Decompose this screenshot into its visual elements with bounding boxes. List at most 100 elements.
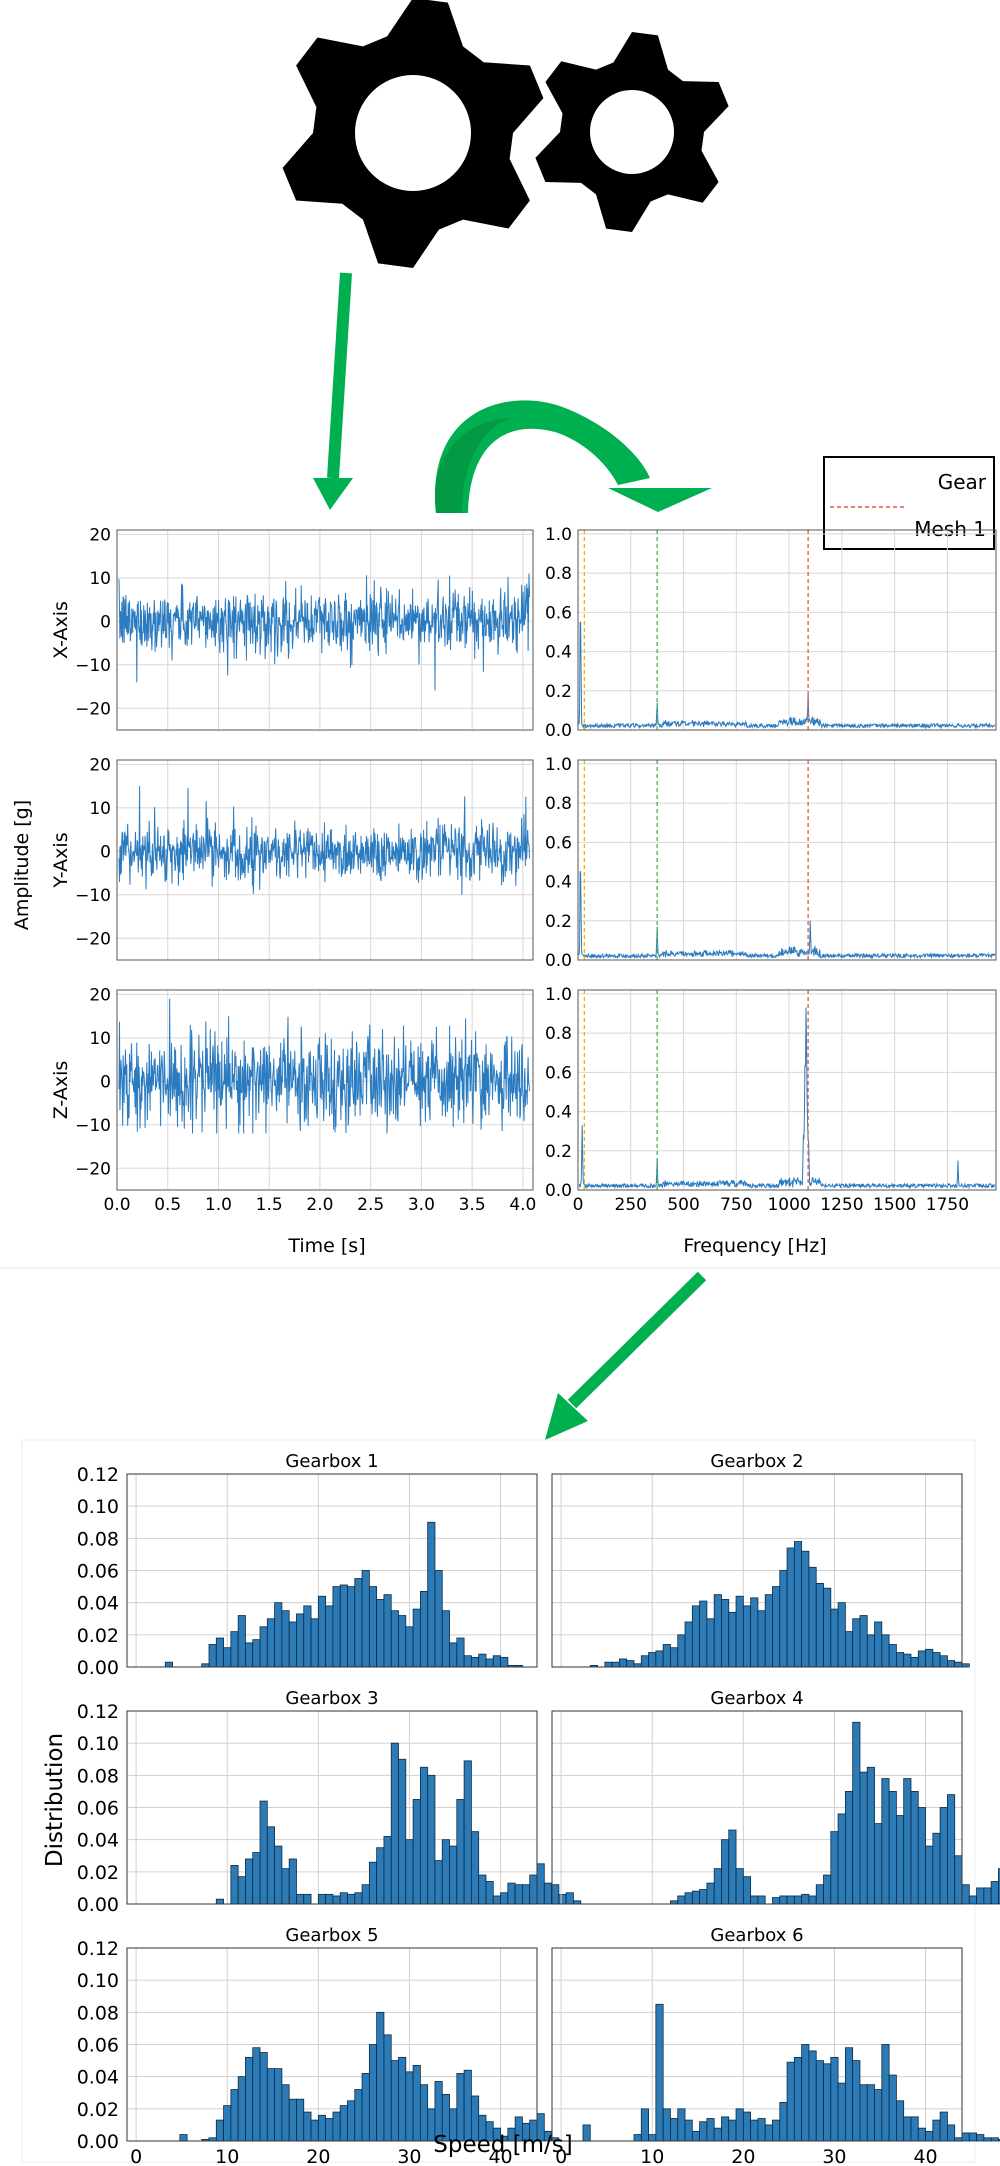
histogram-bar: [932, 1832, 941, 1905]
histogram-bar: [478, 1874, 487, 1905]
histogram-bar: [383, 2034, 392, 2142]
y-tick-label: 0.4: [545, 643, 572, 663]
histogram-bar: [252, 1639, 261, 1668]
y-tick-label: 0.04: [77, 1830, 119, 1852]
histogram-bar: [684, 1621, 693, 1668]
histogram-bar: [611, 1661, 620, 1668]
histogram-bar: [735, 1595, 744, 1668]
histogram-bar: [500, 1892, 509, 1905]
y-tick-label: −20: [75, 1159, 111, 1179]
histogram-bar: [325, 1605, 334, 1668]
histogram-bar: [237, 1615, 246, 1668]
histogram-bar: [376, 1847, 385, 1905]
histogram-bar: [662, 2108, 671, 2142]
histogram-bar: [398, 1758, 407, 1905]
histogram-bar: [888, 2074, 897, 2142]
histogram-bar: [215, 1637, 224, 1668]
histogram-bar: [910, 1791, 919, 1905]
time-panel: 0.0 0.5 1.0 1.5 2.0 2.5 3.0 3.5 4.0 20 10 0 −10 −20 Z-…: [50, 985, 536, 1215]
histogram-bar: [742, 1876, 752, 1905]
x-tick-label: 750: [720, 1195, 752, 1215]
arrow-icon: [545, 1271, 707, 1440]
channel-label: Z-Axis: [50, 1061, 72, 1120]
histogram-bar: [354, 1892, 363, 1905]
histogram-bar: [361, 1884, 370, 1905]
histogram-bar: [910, 2116, 919, 2142]
freq-xlabel: Frequency [Hz]: [683, 1235, 826, 1257]
histogram-bar: [347, 1586, 356, 1668]
histogram-bar: [844, 1791, 854, 1905]
histogram-bar: [478, 1653, 487, 1668]
histogram-bar: [339, 2105, 348, 2142]
legend: Gear Mesh 1: [823, 456, 995, 550]
histogram-bar: [208, 1644, 217, 1668]
histogram-bar: [677, 2108, 686, 2142]
channel-label: X-Axis: [50, 601, 72, 659]
y-tick-label: 20: [89, 525, 111, 545]
histogram-bar: [917, 2127, 926, 2142]
histogram-bar: [874, 2089, 883, 2142]
y-tick-label: 0.6: [545, 603, 572, 623]
histogram-bar: [917, 1650, 926, 1668]
frequency-panel: 1.0 0.8 0.6 0.4 0.2 0.0: [545, 755, 997, 971]
histogram-bar: [662, 1644, 671, 1668]
histogram-bar: [735, 2108, 744, 2142]
histogram-bar: [463, 1760, 472, 1905]
histogram-bar: [648, 2134, 657, 2142]
histogram-bar: [626, 1660, 635, 1668]
histogram-bar: [485, 1881, 494, 1905]
histogram-bar: [259, 2052, 268, 2142]
histogram-bar: [742, 2111, 752, 2142]
histogram-bar: [427, 1774, 436, 1905]
channel-label: Y-Axis: [50, 832, 72, 888]
histogram-bar: [961, 2132, 970, 2142]
histogram-bar: [874, 1621, 883, 1668]
x-tick-label: 0.0: [103, 1195, 130, 1215]
histogram-bar: [332, 1586, 341, 1668]
histogram-bar: [808, 1566, 817, 1668]
histogram-bar: [786, 2061, 795, 2142]
histogram-bar: [296, 1893, 305, 1905]
histogram-bar: [677, 1634, 686, 1668]
y-tick-label: 0.08: [77, 1765, 119, 1787]
histogram-bar: [215, 2119, 224, 2142]
histogram-bar: [558, 1893, 567, 1905]
x-tick-label: 250: [615, 1195, 647, 1215]
histogram-bar: [252, 1852, 261, 1905]
y-tick-label: 1.0: [545, 985, 572, 1005]
y-tick-label: 0.00: [77, 2131, 119, 2153]
x-tick-label: 1500: [873, 1195, 916, 1215]
plot-frame: [577, 989, 997, 1191]
x-tick-label: 2.5: [357, 1195, 384, 1215]
histogram-panels: 0.12 0.10 0.08 0.06 0.04 0.02 0.00 Gearbox 1 Gea…: [77, 1451, 1000, 2166]
histogram-bar: [793, 1541, 803, 1668]
y-tick-label: 10: [89, 1029, 111, 1049]
y-tick-label: 0: [100, 842, 111, 862]
histogram-bar: [368, 1861, 378, 1905]
histogram-bar: [412, 2065, 421, 2142]
histogram-bar: [332, 1895, 341, 1905]
x-tick-label: 10: [215, 2146, 239, 2166]
histogram-panel: Gearbox 2: [551, 1451, 970, 1668]
histogram-bar: [823, 1874, 832, 1905]
histogram-bar: [954, 1855, 963, 1905]
histogram-bar: [699, 1889, 708, 1905]
y-tick-label: 0.4: [545, 1103, 572, 1123]
histogram-panel: 0.12 0.10 0.08 0.06 0.04 0.02 0.00 Gearbox 1: [77, 1451, 538, 1679]
histogram-bar: [874, 1823, 883, 1905]
histogram-bar: [274, 1602, 283, 1668]
gear-icon: [282, 0, 544, 268]
spectrum-line: [578, 621, 996, 730]
histogram-bar: [721, 2116, 730, 2142]
histogram-bar: [325, 2118, 334, 2142]
x-tick-label: 2.0: [306, 1195, 333, 1215]
histogram-bar: [859, 2084, 868, 2142]
histogram-bar: [925, 1845, 934, 1905]
histogram-bar: [368, 1586, 378, 1668]
histogram-bar: [317, 1595, 327, 1668]
histogram-bar: [419, 2084, 429, 2142]
histogram-bar: [896, 1815, 905, 1905]
histogram-bar: [310, 1618, 319, 1668]
histogram-bar: [390, 1742, 399, 1905]
